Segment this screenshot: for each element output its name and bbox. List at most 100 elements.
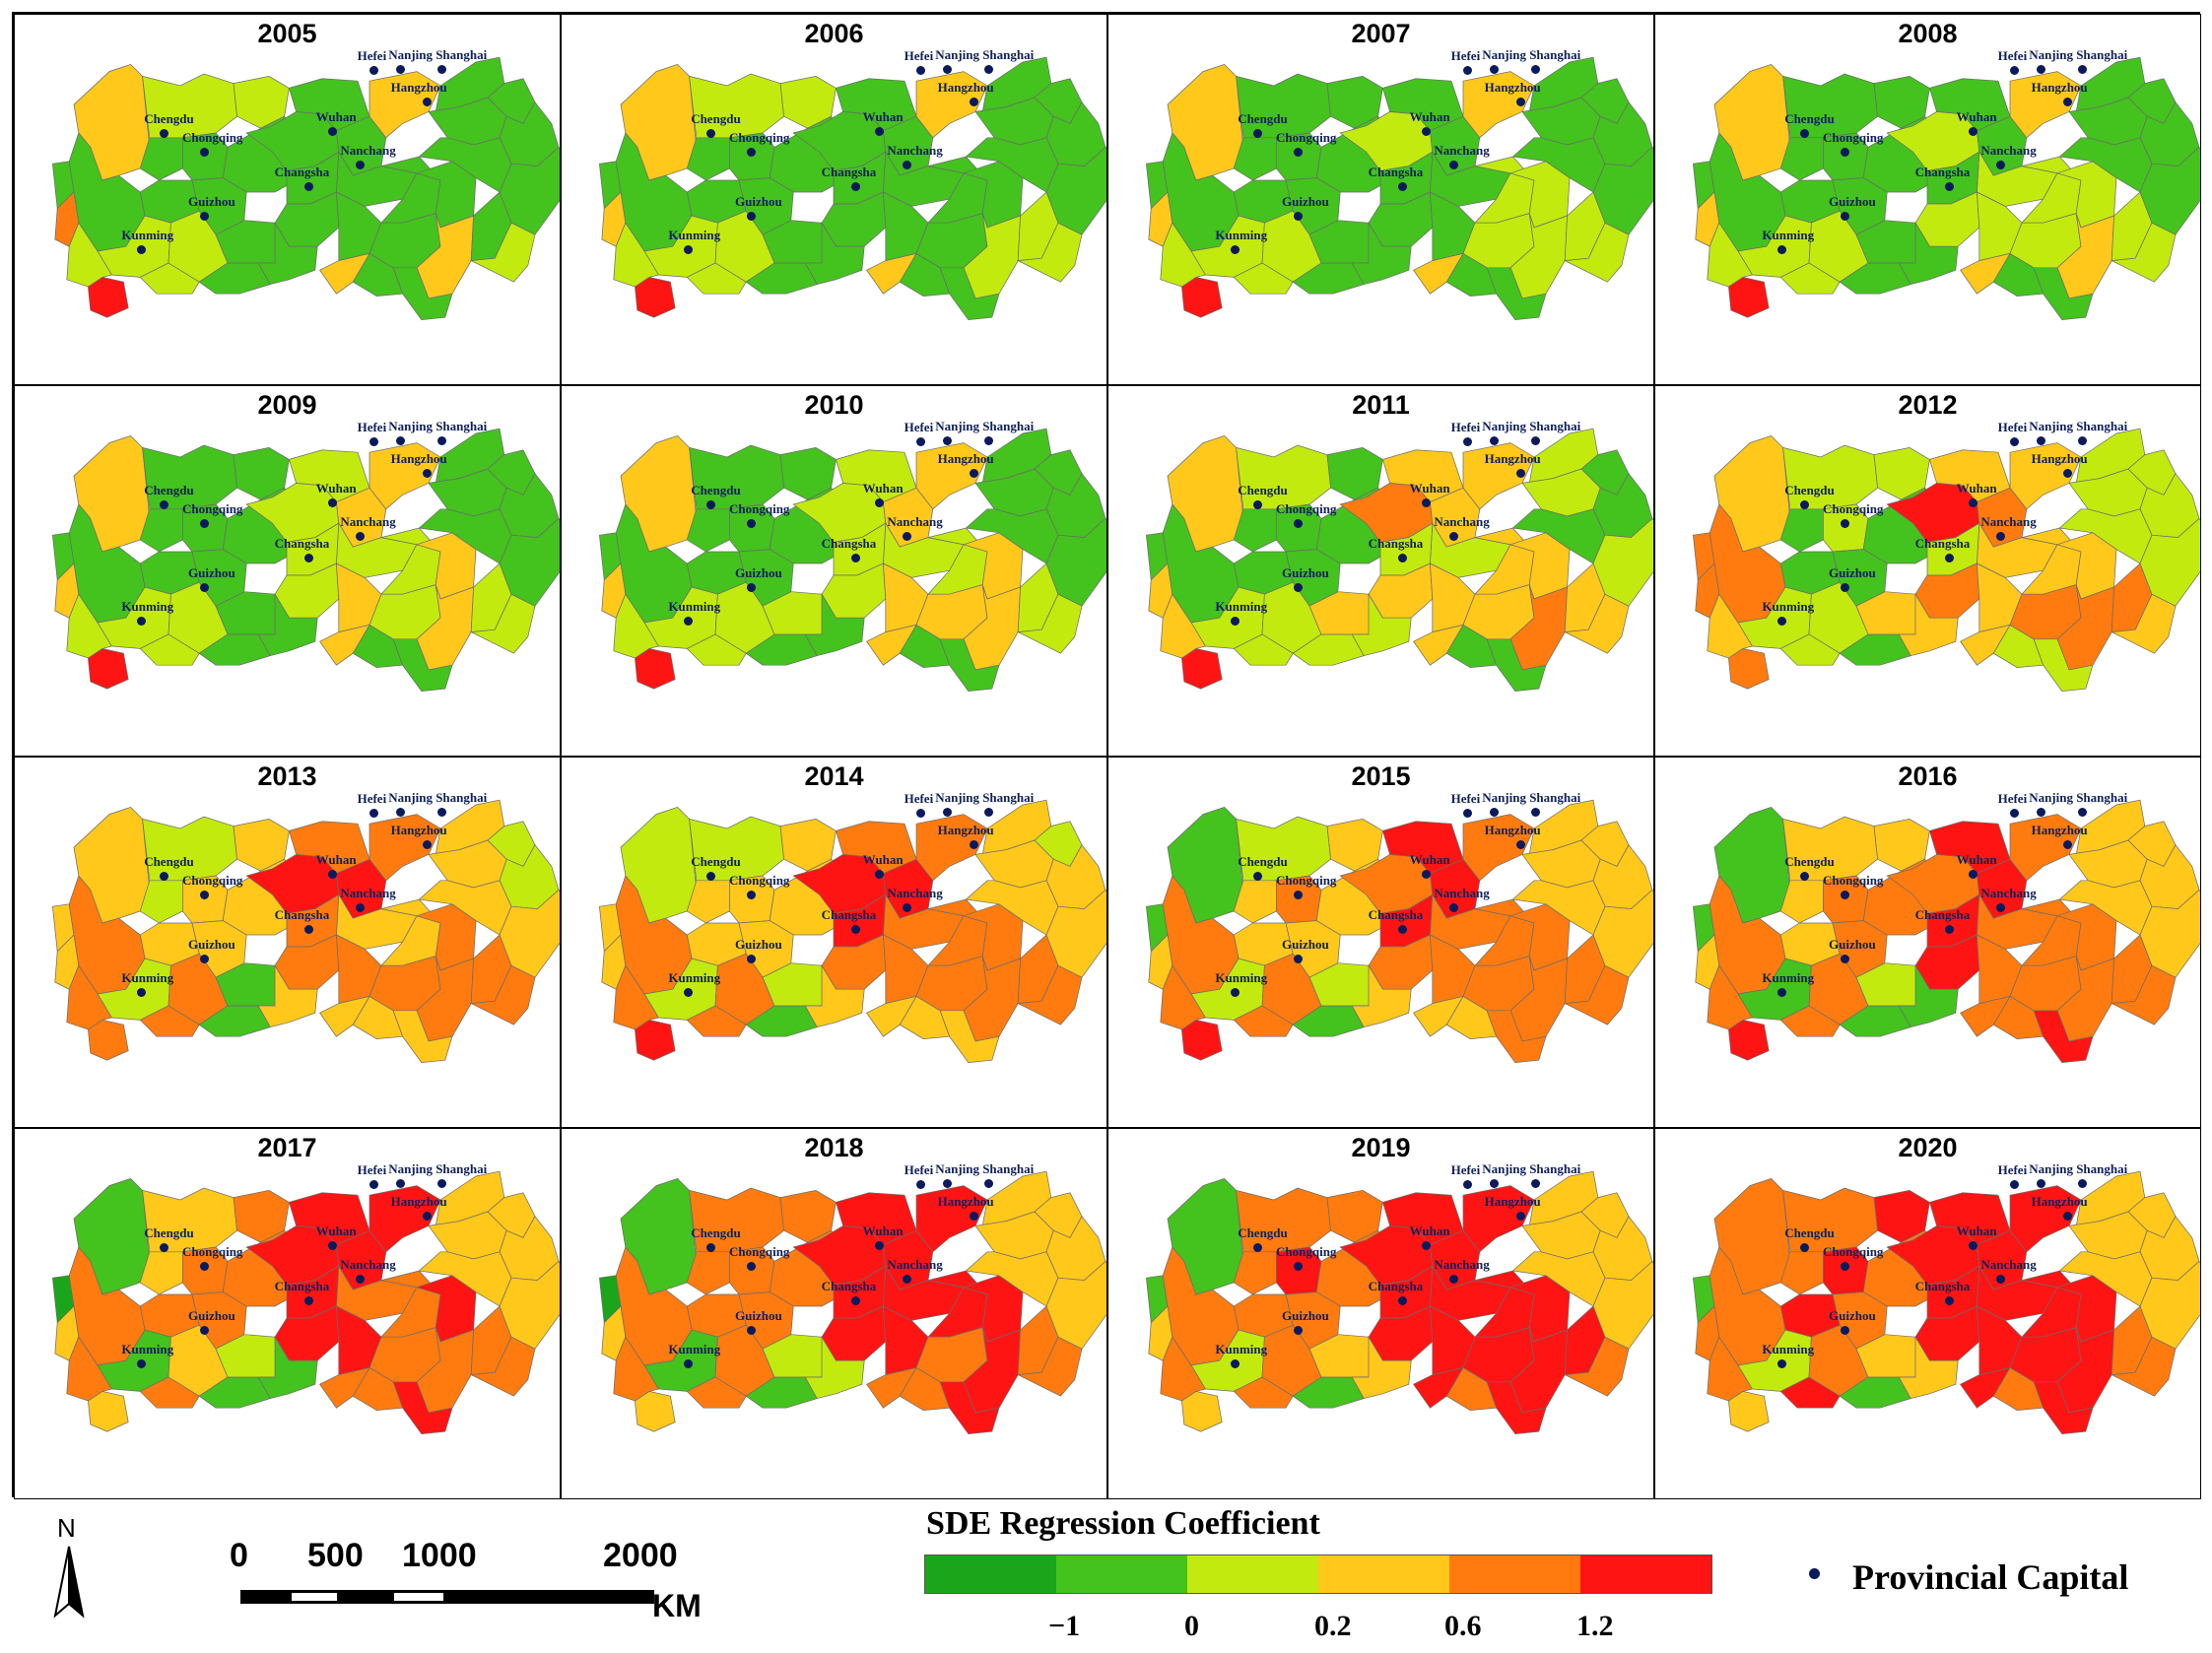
capital-label: Nanjing	[935, 419, 979, 434]
panel-year-label: 2013	[257, 761, 317, 791]
map-panel-grid: 2005 Chengdu Chongqing Guizhou Kunming Wuhan C…	[12, 12, 2201, 1499]
capital-marker-icon	[984, 808, 994, 818]
capital-marker-icon	[1253, 500, 1263, 509]
capital-label: Shanghai	[982, 1161, 1035, 1177]
capital-marker-icon	[1294, 148, 1303, 158]
map-region	[1511, 1251, 1606, 1307]
capital-marker-icon	[1968, 126, 1977, 136]
capital-marker-icon	[1531, 808, 1541, 818]
capital-marker-icon	[1841, 519, 1849, 529]
map-region	[1381, 78, 1464, 132]
legend-swatch-0	[925, 1555, 1056, 1593]
panel-year-label: 2012	[1898, 390, 1958, 420]
capital-label: Changsha	[821, 536, 877, 551]
map-region	[1779, 1251, 1824, 1295]
capital-label: Wuhan	[315, 108, 357, 124]
map-panel-2006: 2006 Chengdu Chongqing Guizhou Kunming Wuhan C…	[561, 14, 1107, 385]
capital-marker-icon	[1515, 468, 1525, 478]
capital-label: Hangzhou	[390, 1193, 447, 1209]
capital-marker-icon	[874, 1240, 884, 1250]
capital-marker-icon	[2062, 1211, 2072, 1221]
capital-marker-icon	[1968, 1240, 1977, 1250]
map-region	[142, 1187, 237, 1253]
capital-marker-icon	[160, 129, 169, 138]
map-region	[2009, 1185, 2082, 1253]
capital-marker-icon	[396, 436, 406, 446]
capital-marker-icon	[1421, 497, 1431, 507]
capital-label: Chongqing	[182, 130, 243, 146]
capital-marker-icon	[1841, 1262, 1849, 1272]
panel-year-label: 2007	[1351, 19, 1411, 48]
capital-label: Guizhou	[1282, 1308, 1329, 1323]
map-region	[965, 508, 1059, 564]
capital-marker-icon	[1968, 497, 1977, 507]
capital-label: Kunming	[1762, 227, 1815, 242]
capital-marker-icon	[303, 1296, 313, 1305]
capital-label: Hangzhou	[2031, 1193, 2088, 1209]
capital-label: Guizhou	[1829, 937, 1876, 952]
map-panel-2012: 2012 Chengdu Chongqing Guizhou Kunming Wuhan C…	[1654, 385, 2201, 757]
capital-marker-icon	[706, 872, 716, 881]
map-region	[1236, 1187, 1331, 1253]
capital-label: Nanchang	[340, 143, 396, 159]
map-panel-2011: 2011 Chengdu Chongqing Guizhou Kunming Wuhan C…	[1107, 385, 1654, 757]
capital-label: Wuhan	[1956, 108, 1997, 124]
capital-label: Shanghai	[2076, 419, 2128, 434]
map-region	[1351, 221, 1412, 286]
capital-marker-icon	[369, 809, 378, 819]
map-region	[613, 964, 659, 1030]
capital-label: Kunming	[121, 227, 174, 242]
map-region	[1233, 137, 1277, 181]
panel-year-label: 2016	[1898, 761, 1958, 791]
choropleth-map	[1146, 56, 1653, 320]
capital-marker-icon	[1421, 869, 1431, 879]
map-region	[139, 1005, 200, 1037]
capital-marker-icon	[160, 500, 169, 509]
map-region	[139, 633, 200, 666]
legend-label-neg1: −1	[1048, 1610, 1081, 1642]
capital-marker-icon	[850, 1296, 860, 1305]
capital-label: Chongqing	[729, 130, 790, 146]
map-region	[1592, 517, 1653, 607]
capital-label: Hangzhou	[1484, 450, 1541, 466]
capital-marker-icon	[1800, 872, 1810, 881]
capital-marker-icon	[369, 1180, 378, 1190]
capital-marker-icon	[1531, 1179, 1541, 1189]
capital-label: Changsha	[1914, 1279, 1971, 1293]
capital-marker-icon	[1490, 436, 1500, 446]
capital-label: Chengdu	[691, 111, 741, 126]
scale-tick-1000: 1000	[402, 1537, 477, 1574]
choropleth-map	[599, 799, 1106, 1063]
capital-label: Hangzhou	[2031, 450, 2088, 466]
map-region	[1782, 1187, 1878, 1253]
capital-label: Guizhou	[735, 937, 782, 952]
capital-label: Hangzhou	[390, 450, 447, 466]
capital-label: Nanjing	[2029, 1161, 2073, 1177]
capital-marker-icon	[1800, 1243, 1810, 1252]
map-region	[1728, 1020, 1770, 1061]
map-region	[965, 137, 1059, 193]
legend-swatch-2	[1187, 1555, 1318, 1593]
capital-marker-icon	[1231, 616, 1240, 626]
capital-label: Chongqing	[1823, 1244, 1884, 1260]
capital-marker-icon	[437, 65, 447, 75]
capital-marker-icon	[200, 891, 209, 900]
capital-label: Nanchang	[1980, 886, 2037, 901]
map-region	[835, 1192, 917, 1246]
capital-label: Nanjing	[1482, 1161, 1526, 1177]
map-region	[866, 624, 917, 666]
capital-marker-icon	[160, 1243, 169, 1252]
capital-marker-icon	[1777, 616, 1787, 626]
capital-label: Nanchang	[1980, 514, 2037, 530]
map-region	[139, 1251, 183, 1295]
capital-label: Nanchang	[1434, 514, 1490, 530]
map-panel-2009: 2009 Chengdu Chongqing Guizhou Kunming Wuhan C…	[14, 385, 561, 757]
capital-label: Guizhou	[735, 565, 782, 580]
capital-label: Chongqing	[729, 1244, 790, 1260]
map-region	[88, 1020, 129, 1061]
capital-marker-icon	[1294, 583, 1303, 592]
capital-marker-icon	[1294, 519, 1303, 529]
capital-marker-icon	[684, 1358, 694, 1368]
capital-marker-icon	[1841, 891, 1849, 900]
map-region	[1181, 1020, 1223, 1061]
